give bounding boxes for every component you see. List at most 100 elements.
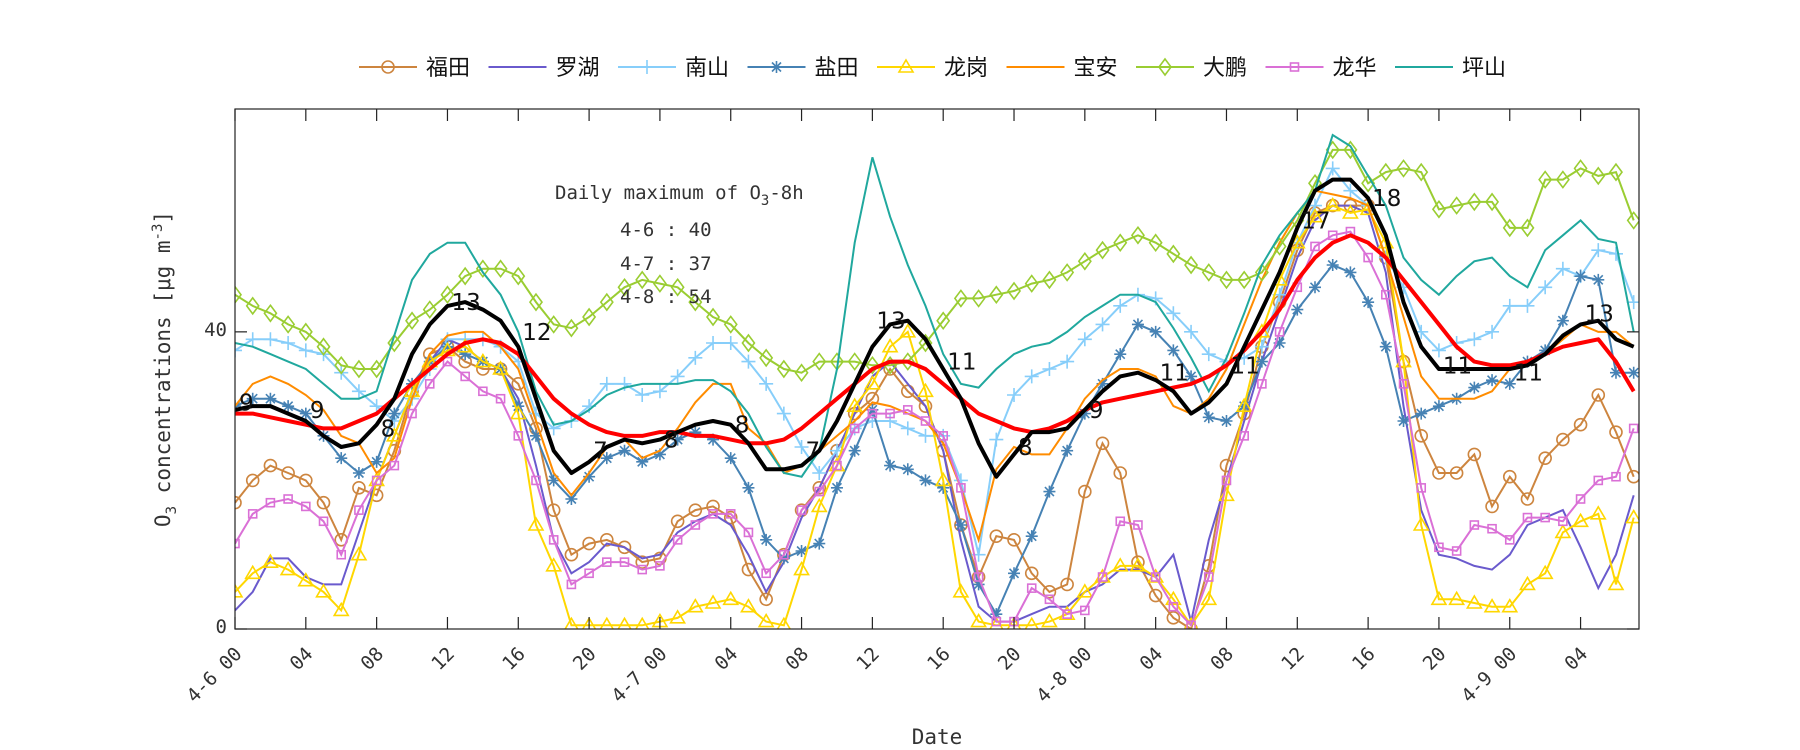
data-point	[1467, 192, 1482, 212]
data-point	[635, 388, 650, 402]
x-tick-label: 16	[923, 643, 955, 675]
data-point	[1167, 344, 1180, 357]
data-point	[934, 471, 952, 487]
annotation-label: 11	[947, 350, 976, 376]
data-point	[759, 348, 774, 368]
data-point	[972, 578, 985, 591]
data-point	[671, 433, 684, 446]
legend-label: 龙岗	[944, 56, 988, 81]
data-point	[458, 266, 473, 286]
data-point	[279, 560, 297, 576]
data-point	[354, 505, 364, 515]
data-point	[1449, 196, 1464, 215]
data-point	[263, 458, 278, 473]
data-point	[1412, 516, 1430, 531]
data-point	[795, 545, 808, 557]
data-point	[902, 405, 913, 415]
data-point	[1168, 601, 1179, 612]
red-summary-line	[235, 233, 1636, 446]
data-point	[1504, 535, 1515, 545]
data-point	[1556, 314, 1569, 327]
data-point	[1254, 339, 1269, 354]
data-point	[1219, 270, 1234, 290]
data-point	[298, 343, 313, 358]
data-point	[742, 481, 755, 494]
data-point	[1467, 447, 1482, 462]
y-axis-label-text: O3 concentrations [μg m-3]	[150, 211, 180, 527]
data-point	[495, 393, 506, 404]
data-point	[635, 555, 650, 569]
data-point	[1166, 306, 1181, 321]
data-point	[1362, 296, 1375, 309]
data-point	[235, 495, 242, 510]
series-line	[235, 263, 1634, 617]
data-point	[245, 332, 260, 347]
data-point	[1591, 243, 1606, 258]
data-point	[1095, 317, 1110, 332]
data-point	[1451, 546, 1462, 556]
data-point	[688, 503, 703, 517]
data-point	[405, 311, 420, 331]
data-point	[617, 540, 632, 555]
data-point	[1607, 575, 1625, 591]
data-point	[1111, 557, 1129, 572]
data-point	[582, 307, 597, 327]
data-point	[1343, 140, 1358, 160]
data-point	[1485, 192, 1500, 212]
data-point	[1593, 475, 1604, 486]
data-point	[1060, 577, 1074, 592]
legend-marker	[770, 61, 783, 73]
data-point	[1609, 425, 1623, 439]
data-point	[1539, 344, 1552, 357]
x-tick-label: 04	[1135, 643, 1167, 675]
data-point	[1555, 261, 1570, 276]
legend-item-大鹏: 大鹏	[1136, 56, 1247, 81]
data-point	[1129, 557, 1147, 572]
data-point	[244, 564, 262, 580]
plot-area: 9 9 8 13 12 7 8 8 7 13 11 8 9 11 11 17 18 11 11 13	[235, 133, 1639, 629]
data-point	[1024, 369, 1039, 384]
data-point	[1449, 466, 1464, 480]
data-point	[1148, 588, 1163, 603]
data-point	[1077, 251, 1092, 271]
data-point	[478, 386, 488, 397]
annotation-label: 8	[664, 428, 679, 454]
y-tick-label: 40	[204, 319, 227, 341]
data-point	[1591, 388, 1606, 402]
data-point	[1502, 469, 1517, 484]
data-point	[670, 514, 685, 529]
data-point	[669, 609, 687, 624]
data-point	[812, 352, 827, 371]
data-point	[1185, 370, 1198, 383]
data-point	[1431, 199, 1446, 219]
data-point	[704, 594, 722, 609]
data-point	[1133, 520, 1143, 530]
data-point	[1325, 161, 1340, 176]
annotation-label: 11	[1514, 361, 1543, 387]
annotation-label: 13	[1585, 301, 1614, 327]
data-point	[690, 520, 701, 530]
data-point	[265, 497, 276, 508]
data-point	[1148, 233, 1163, 253]
data-point	[1076, 583, 1094, 598]
data-point	[793, 560, 810, 576]
series-龙华	[235, 226, 1639, 629]
data-point	[723, 510, 738, 525]
data-point	[316, 495, 331, 510]
data-point	[1166, 611, 1181, 625]
data-point	[581, 616, 597, 629]
data-point	[1398, 379, 1409, 389]
data-point	[440, 285, 455, 305]
data-point	[246, 392, 259, 405]
data-point	[1574, 270, 1587, 283]
data-point	[1538, 170, 1553, 189]
data-point	[566, 579, 577, 590]
data-point	[1538, 451, 1552, 465]
annotation-label: 11	[1160, 361, 1189, 387]
data-point	[599, 616, 614, 629]
axes-box	[234, 108, 1640, 630]
data-point	[334, 355, 349, 375]
data-point	[760, 533, 773, 546]
data-point	[989, 432, 1004, 447]
data-point	[599, 292, 614, 312]
